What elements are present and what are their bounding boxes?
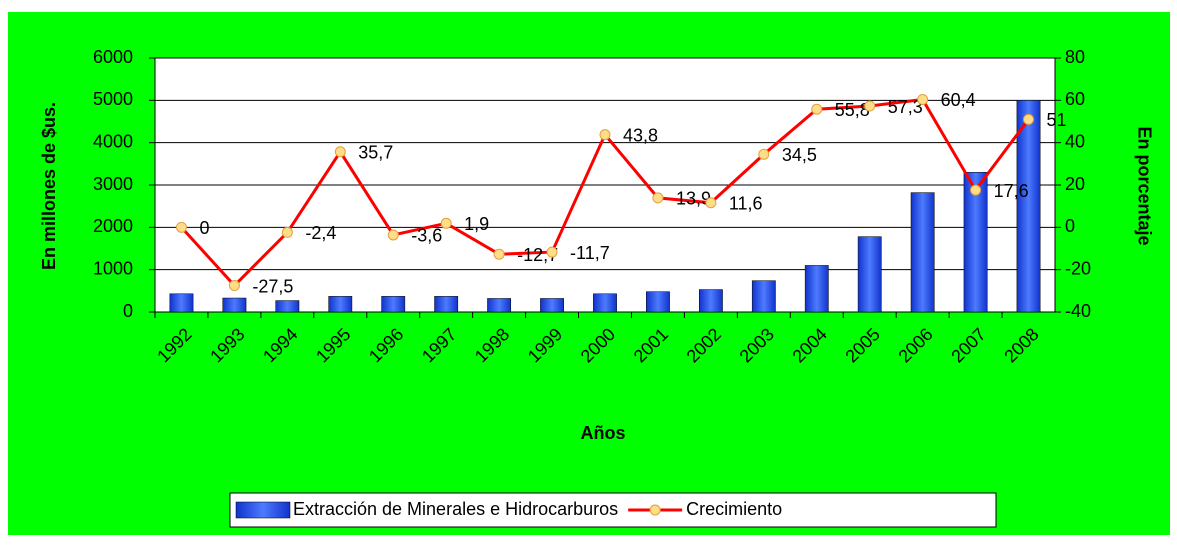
data-label: -2,4: [305, 223, 336, 243]
data-label: 55,8: [835, 100, 870, 120]
bar: [593, 293, 617, 313]
bar: [963, 172, 988, 313]
marker: [334, 146, 346, 158]
y2-tick-label: 20: [1065, 174, 1085, 194]
bar: [751, 280, 776, 313]
data-label: 57,3: [888, 97, 923, 117]
marker: [599, 129, 611, 141]
y-tick-label: 5000: [93, 89, 133, 109]
data-label: 60,4: [941, 90, 976, 110]
data-label: 1,9: [464, 214, 489, 234]
marker: [917, 93, 929, 105]
bar: [698, 289, 723, 313]
bar: [275, 300, 300, 313]
y-tick-label: 6000: [93, 47, 133, 67]
legend-marker: [649, 504, 661, 516]
marker: [811, 103, 823, 115]
bar: [1016, 100, 1041, 313]
y2-tick-label: 80: [1065, 47, 1085, 67]
bar: [910, 192, 935, 313]
marker: [758, 148, 770, 160]
bar: [328, 296, 353, 313]
bar: [222, 297, 247, 313]
y2-tick-label: 60: [1065, 89, 1085, 109]
marker: [864, 100, 876, 112]
data-label: 17,6: [994, 181, 1029, 201]
marker: [1023, 113, 1035, 125]
data-label: -11,7: [570, 243, 610, 263]
marker: [705, 197, 717, 209]
legend-label: Extracción de Minerales e Hidrocarburos: [293, 499, 618, 519]
marker: [440, 217, 452, 229]
y2-axis-label: En porcentaje: [1134, 126, 1154, 245]
data-label: -27,5: [252, 276, 293, 296]
bar: [540, 298, 564, 313]
marker: [387, 229, 399, 241]
bar: [487, 298, 512, 313]
bar: [434, 296, 459, 313]
y-axis-label: En millones de $us.: [39, 102, 59, 270]
y2-tick-label: 0: [1065, 216, 1075, 236]
data-label: 43,8: [623, 125, 658, 145]
y-tick-label: 4000: [93, 131, 133, 151]
marker: [652, 192, 664, 204]
bar: [804, 265, 829, 313]
bar: [646, 291, 670, 313]
data-label: 35,7: [358, 143, 393, 163]
data-label: 0: [199, 218, 209, 238]
data-label: 34,5: [782, 145, 817, 165]
marker: [493, 248, 505, 260]
legend-swatch: [235, 501, 291, 519]
y-tick-label: 3000: [93, 174, 133, 194]
bar: [169, 293, 194, 313]
marker: [970, 184, 982, 196]
data-label: 51: [1047, 110, 1067, 130]
y2-tick-label: -40: [1065, 301, 1091, 321]
marker: [175, 221, 187, 233]
marker: [228, 280, 240, 292]
y2-tick-label: -20: [1065, 258, 1091, 278]
bar: [381, 296, 406, 313]
data-label: 13,9: [676, 189, 711, 209]
bar: [857, 236, 882, 313]
marker: [281, 226, 293, 238]
y2-tick-label: 40: [1065, 131, 1085, 151]
legend-box: [229, 492, 997, 528]
x-axis-label: Años: [581, 423, 626, 443]
data-label: 11,6: [729, 194, 763, 214]
y-tick-label: 0: [123, 301, 133, 321]
legend-label: Crecimiento: [686, 499, 782, 519]
y-tick-label: 1000: [93, 258, 133, 278]
y-tick-label: 2000: [93, 216, 133, 236]
marker: [546, 246, 558, 258]
data-label: -3,6: [411, 226, 442, 246]
